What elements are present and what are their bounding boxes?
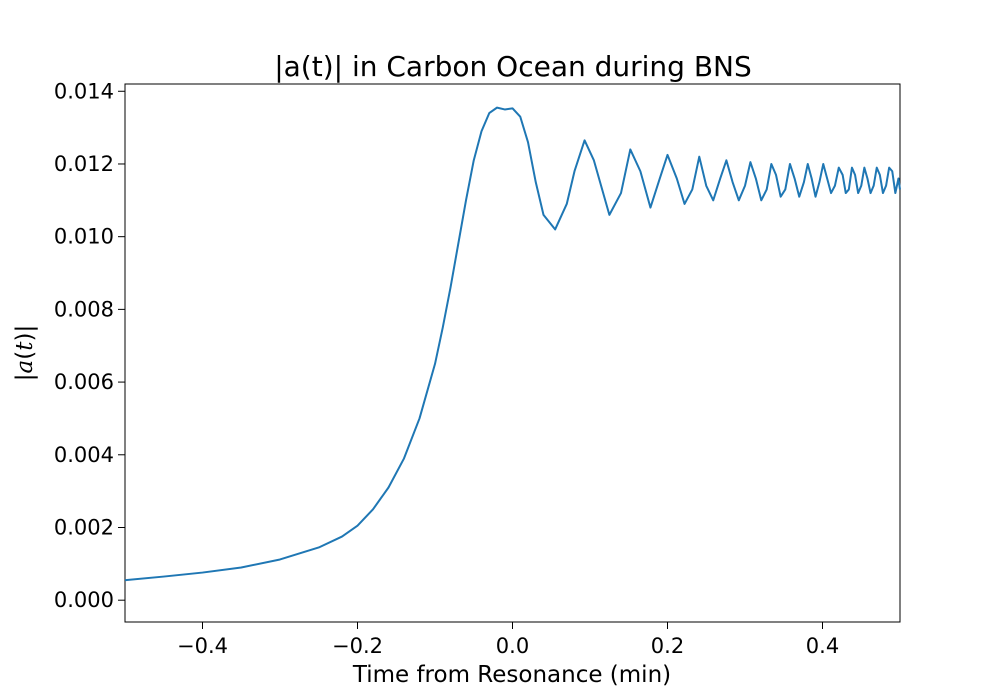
y-tick-label: 0.006 [54, 370, 114, 394]
y-tick-label: 0.012 [54, 152, 114, 176]
y-axis: 0.000 0.002 0.004 0.006 0.008 0.010 0.012 0.014 [54, 79, 125, 612]
x-tick-label: 0.0 [496, 634, 529, 658]
y-tick-label: 0.010 [54, 225, 114, 249]
y-axis-label-var-t: t [12, 341, 38, 351]
y-tick-label: 0.014 [54, 79, 114, 103]
y-axis-label: |a(t)| [12, 325, 38, 381]
y-axis-label-paren: ( [12, 351, 38, 360]
x-tick-label: −0.4 [177, 634, 228, 658]
y-tick-label: 0.002 [54, 515, 114, 539]
y-tick-label: 0.000 [54, 588, 114, 612]
x-axis: −0.4 −0.2 0.0 0.2 0.4 [177, 622, 839, 658]
chart-title: |a(t)| in Carbon Ocean during BNS [274, 50, 752, 83]
x-tick-label: 0.2 [651, 634, 684, 658]
y-tick-label: 0.004 [54, 443, 114, 467]
plot-area [124, 83, 901, 623]
x-axis-label: Time from Resonance (min) [352, 662, 671, 688]
y-axis-label-var-a: a [12, 360, 38, 374]
series-line [124, 106, 901, 582]
x-tick-label: −0.2 [332, 634, 383, 658]
y-axis-label-open: | [12, 373, 38, 381]
x-tick-label: 0.4 [806, 634, 839, 658]
y-tick-label: 0.008 [54, 297, 114, 321]
plot-frame [124, 83, 901, 623]
y-axis-label-close: )| [12, 325, 38, 342]
